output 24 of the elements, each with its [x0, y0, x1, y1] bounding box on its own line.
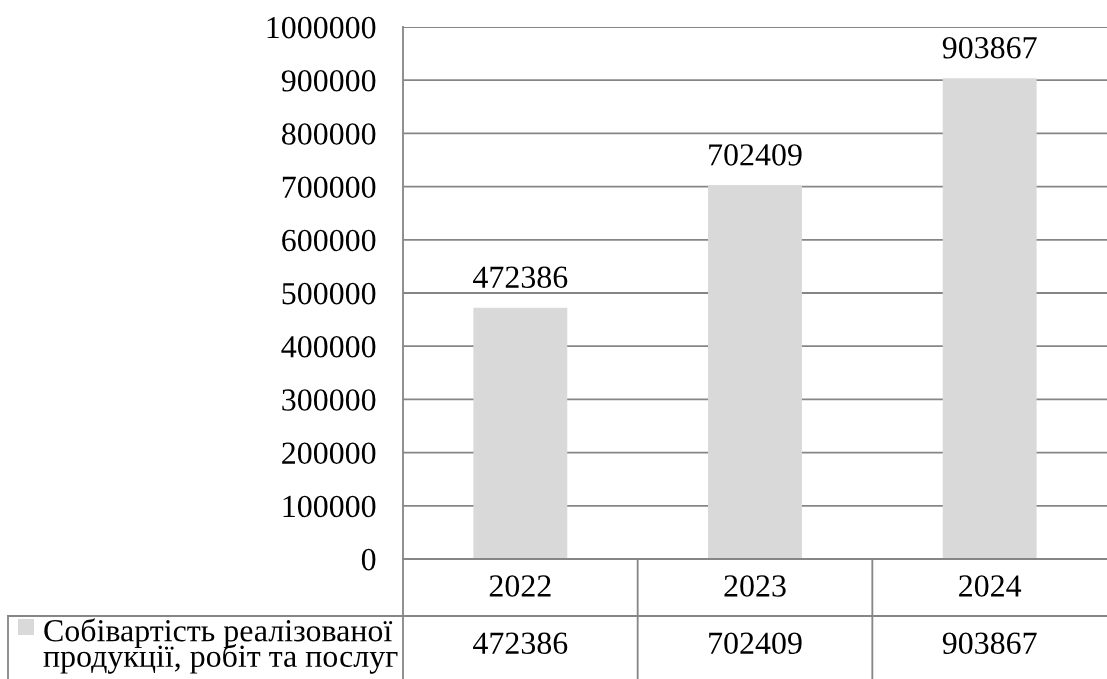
- data-label: 903867: [942, 632, 1037, 654]
- bar: [708, 185, 802, 559]
- x-tick-label: 2024: [959, 575, 1022, 597]
- y-tick-label: 300000: [282, 389, 376, 411]
- y-tick-label: 0: [361, 548, 376, 571]
- y-tick-label: 200000: [282, 442, 376, 464]
- y-tick-label: 800000: [282, 123, 376, 145]
- y-tick-label: 100000: [283, 495, 376, 518]
- bar: [473, 307, 568, 559]
- x-tick-label: 2023: [724, 575, 786, 597]
- y-tick-label: 600000: [282, 229, 376, 252]
- data-label: 702409: [709, 632, 802, 654]
- x-tick-label: 2022: [489, 575, 551, 597]
- y-tick-label: 400000: [281, 336, 376, 358]
- y-tick-label: 900000: [281, 70, 376, 92]
- bar: [942, 78, 1037, 559]
- annotation: 903867: [942, 36, 1037, 59]
- data-label: 472386: [473, 632, 568, 654]
- annotation: 702409: [709, 144, 802, 166]
- y-tick-label: 1000000: [267, 16, 376, 39]
- y-tick-label: 700000: [282, 176, 376, 198]
- legend-label: Собівартість реалізованої продукції, робіт та послуг: [43, 618, 398, 674]
- y-tick-label: 500000: [282, 282, 376, 305]
- annotation: 472386: [473, 266, 568, 289]
